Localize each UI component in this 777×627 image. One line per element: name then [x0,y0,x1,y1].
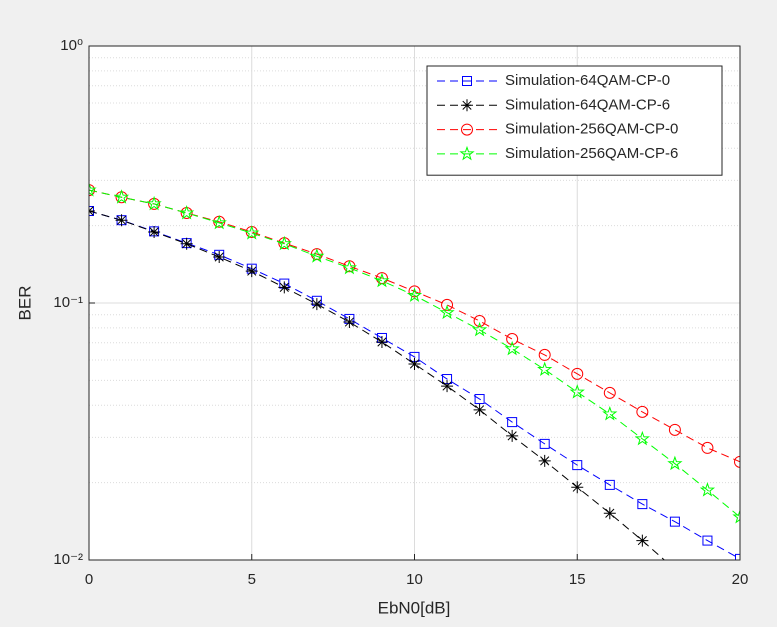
data-point [602,405,618,421]
data-point [441,298,454,311]
y-tick-label: 10⁻¹ [53,294,83,311]
y-tick-label: 10⁻² [53,551,83,568]
data-point [537,361,553,377]
data-point [474,394,485,405]
x-tick-label: 10 [406,571,423,588]
data-point [310,298,323,311]
data-point [115,214,128,227]
data-point [603,386,616,399]
data-point [180,237,193,250]
data-point [406,287,423,302]
data-point [732,508,740,524]
data-point [211,214,227,230]
data-point [735,553,740,560]
y-tick-label: 10⁰ [60,37,83,54]
legend-box [426,65,723,176]
legend-marker [462,76,472,86]
data-point [278,281,291,294]
legend-marker [459,145,475,161]
x-tick-label: 5 [248,571,256,588]
data-point [504,340,520,356]
data-point [343,316,356,329]
data-point [341,259,358,275]
data-point [374,272,390,288]
data-point [701,441,714,454]
x-axis-label: EbN0[dB] [378,598,451,617]
data-point [634,430,650,446]
data-point [473,403,486,416]
data-point [375,336,388,349]
data-point [507,417,518,428]
data-point [148,225,161,238]
data-point [539,438,550,449]
legend-label: Simulation-64QAM-CP-0 [505,72,670,89]
data-point [667,455,683,471]
x-tick-label: 0 [85,571,93,588]
data-point [571,367,584,380]
data-point [89,184,95,197]
data-point [569,384,585,399]
data-point [538,348,551,361]
data-point [439,304,455,320]
data-point [89,182,97,197]
series-line [89,210,740,560]
data-point [309,248,325,263]
y-axis-label: BER [15,286,34,321]
x-tick-label: 20 [732,571,749,588]
data-point [699,482,716,497]
legend-label: Simulation-64QAM-CP-6 [505,96,670,113]
legend-label: Simulation-256QAM-CP-0 [505,121,678,138]
data-point [603,507,616,520]
data-point [604,479,615,490]
x-tick-label: 15 [569,571,586,588]
data-point [146,195,162,211]
data-point [571,481,584,494]
legend-marker [461,123,473,136]
data-point [408,285,421,298]
series-line [89,189,740,518]
data-point [179,204,195,220]
data-point [572,460,583,471]
data-point [506,333,519,346]
data-point [506,429,519,442]
legend-label: Simulation-256QAM-CP-6 [505,145,678,162]
data-point [473,315,486,328]
data-point [276,235,292,251]
data-point [538,454,551,467]
data-point [213,251,226,263]
data-point [636,405,649,418]
data-point [245,265,258,278]
data-point [441,380,454,393]
data-point [637,499,648,510]
data-point [669,563,681,575]
legend-marker [461,99,473,112]
data-point [408,357,421,370]
data-point [244,225,260,240]
data-point [734,455,740,468]
data-point [669,516,680,527]
data-point [701,591,713,603]
data-point [668,423,681,436]
data-point [636,534,649,547]
data-point [471,321,488,337]
data-point [113,189,130,204]
data-point [702,535,713,546]
